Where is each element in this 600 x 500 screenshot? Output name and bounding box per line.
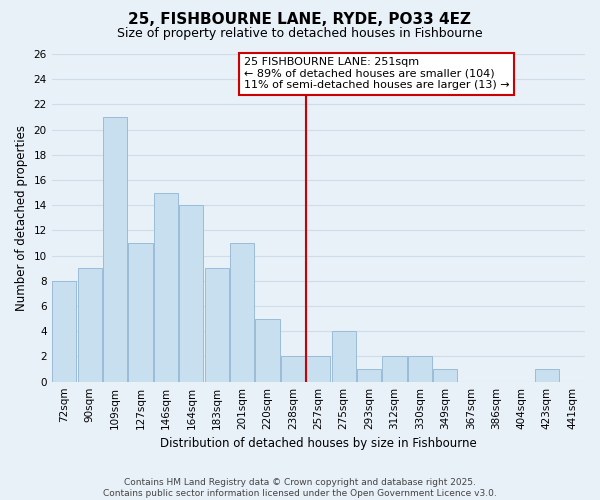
Bar <box>408 356 432 382</box>
Bar <box>77 268 102 382</box>
Bar <box>535 369 559 382</box>
Y-axis label: Number of detached properties: Number of detached properties <box>15 125 28 311</box>
Bar <box>332 332 356 382</box>
Bar <box>179 205 203 382</box>
Text: 25 FISHBOURNE LANE: 251sqm
← 89% of detached houses are smaller (104)
11% of sem: 25 FISHBOURNE LANE: 251sqm ← 89% of deta… <box>244 58 509 90</box>
Bar <box>52 281 76 382</box>
Bar <box>230 243 254 382</box>
Bar <box>256 318 280 382</box>
Bar <box>357 369 381 382</box>
Text: Contains HM Land Registry data © Crown copyright and database right 2025.
Contai: Contains HM Land Registry data © Crown c… <box>103 478 497 498</box>
Bar <box>205 268 229 382</box>
Bar <box>306 356 331 382</box>
Bar <box>154 192 178 382</box>
Bar <box>433 369 457 382</box>
Text: Size of property relative to detached houses in Fishbourne: Size of property relative to detached ho… <box>117 28 483 40</box>
X-axis label: Distribution of detached houses by size in Fishbourne: Distribution of detached houses by size … <box>160 437 477 450</box>
Bar <box>103 117 127 382</box>
Bar <box>281 356 305 382</box>
Bar <box>128 243 152 382</box>
Bar <box>382 356 407 382</box>
Text: 25, FISHBOURNE LANE, RYDE, PO33 4EZ: 25, FISHBOURNE LANE, RYDE, PO33 4EZ <box>128 12 472 28</box>
